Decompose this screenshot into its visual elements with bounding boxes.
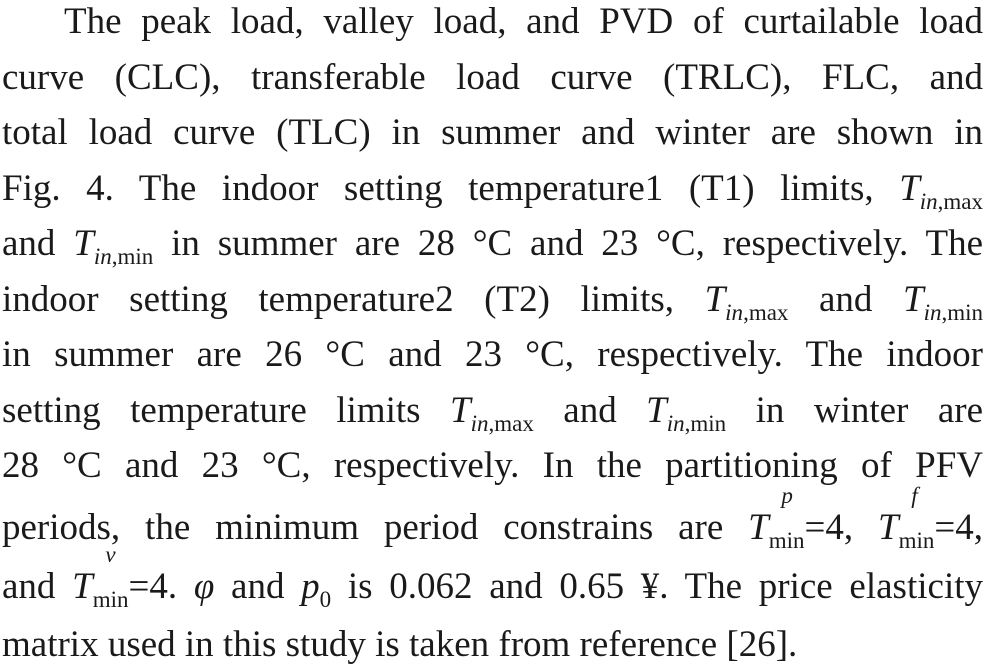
text-line-6: indoor setting temperature2 (T2) limits,… bbox=[2, 272, 983, 328]
text-line-8-a: setting temperature limits bbox=[2, 390, 421, 431]
symbol-t: T bbox=[899, 168, 920, 209]
symbol-phi: φ bbox=[194, 566, 214, 607]
symbol-t-in-max: Tin,max bbox=[899, 168, 983, 209]
symbol-t-in-min: Tin,min bbox=[646, 390, 726, 431]
word-and: and bbox=[231, 566, 284, 607]
equals-4: =4. bbox=[129, 566, 178, 607]
text-line-4: Fig. 4. The indoor setting temperature1 … bbox=[2, 161, 983, 217]
subscript-in-max: in,max bbox=[725, 300, 788, 325]
text-line-3: total load curve (TLC) in summer and win… bbox=[2, 105, 983, 161]
subscript-min: ,min bbox=[112, 244, 154, 269]
text-line-10-a: periods, the minimum period constrains a… bbox=[2, 507, 723, 548]
symbol-t: T bbox=[73, 223, 94, 264]
equals-4: =4, bbox=[934, 507, 983, 548]
symbol-t: T bbox=[705, 279, 726, 320]
symbol-t: T bbox=[903, 279, 924, 320]
subscript-in: in bbox=[94, 244, 112, 269]
symbol-t: T bbox=[748, 507, 769, 548]
subscript-in: in bbox=[471, 411, 489, 436]
subscript-in-max: in,max bbox=[471, 411, 534, 436]
subscript-max: ,max bbox=[743, 300, 788, 325]
paper-page: The peak load, valley load, and PVD of c… bbox=[0, 0, 985, 656]
symbol-t-in-max: Tin,max bbox=[450, 390, 534, 431]
text-line-11-b: is 0.062 and 0.65 ¥. The price elasticit… bbox=[348, 566, 983, 607]
text-line-7: in summer are 26 °C and 23 °C, respectiv… bbox=[2, 327, 983, 383]
symbol-p: p bbox=[301, 566, 320, 607]
symbol-t: T bbox=[646, 390, 667, 431]
subscript-in-max: in,max bbox=[920, 189, 983, 214]
symbol-t: T bbox=[878, 507, 899, 548]
text-line-10: periods, the minimum period constrains a… bbox=[2, 500, 983, 556]
subscript-max: ,max bbox=[938, 189, 983, 214]
subscript-in-min: in,min bbox=[94, 244, 153, 269]
text-line-6-a: indoor setting temperature2 (T2) limits, bbox=[2, 279, 674, 320]
word-and: and bbox=[2, 566, 55, 607]
symbol-t-in-min: Tin,min bbox=[903, 279, 983, 320]
text-line-5: and Tin,min in summer are 28 °C and 23 °… bbox=[2, 216, 983, 272]
subscript-in: in bbox=[924, 300, 942, 325]
subscript-in: in bbox=[920, 189, 938, 214]
symbol-t: T bbox=[450, 390, 471, 431]
symbol-t-in-max: Tin,max bbox=[705, 279, 789, 320]
symbol-t-in-min: Tin,min bbox=[73, 223, 153, 264]
word-and: and bbox=[563, 390, 616, 431]
text-line-5-b: in summer are 28 °C and 23 °C, respectiv… bbox=[171, 223, 983, 264]
subscript-0: 0 bbox=[320, 587, 332, 612]
subscript-in-min: in,min bbox=[924, 300, 983, 325]
text-line-4-a: Fig. 4. The indoor setting temperature1 … bbox=[2, 168, 874, 209]
word-and: and bbox=[819, 279, 872, 320]
symbol-p0: p0 bbox=[301, 566, 331, 607]
text-line-8: setting temperature limits Tin,max and T… bbox=[2, 383, 983, 439]
subscript-in: in bbox=[667, 411, 685, 436]
subscript-in-min: in,min bbox=[667, 411, 726, 436]
text-line-9: 28 °C and 23 °C, respectively. In the pa… bbox=[2, 438, 983, 494]
word-and: and bbox=[2, 223, 55, 264]
subscript-in: in bbox=[725, 300, 743, 325]
text-line-2: curve (CLC), transferable load curve (TR… bbox=[2, 50, 983, 106]
subscript-min: ,min bbox=[685, 411, 727, 436]
equals-4: =4, bbox=[805, 507, 854, 548]
symbol-t: T bbox=[72, 566, 93, 607]
text-line-12: matrix used in this study is taken from … bbox=[2, 617, 983, 672]
subscript-min: ,min bbox=[941, 300, 983, 325]
text-line-1: The peak load, valley load, and PVD of c… bbox=[2, 0, 983, 50]
text-line-8-b: in winter are bbox=[756, 390, 983, 431]
subscript-max: ,max bbox=[488, 411, 533, 436]
